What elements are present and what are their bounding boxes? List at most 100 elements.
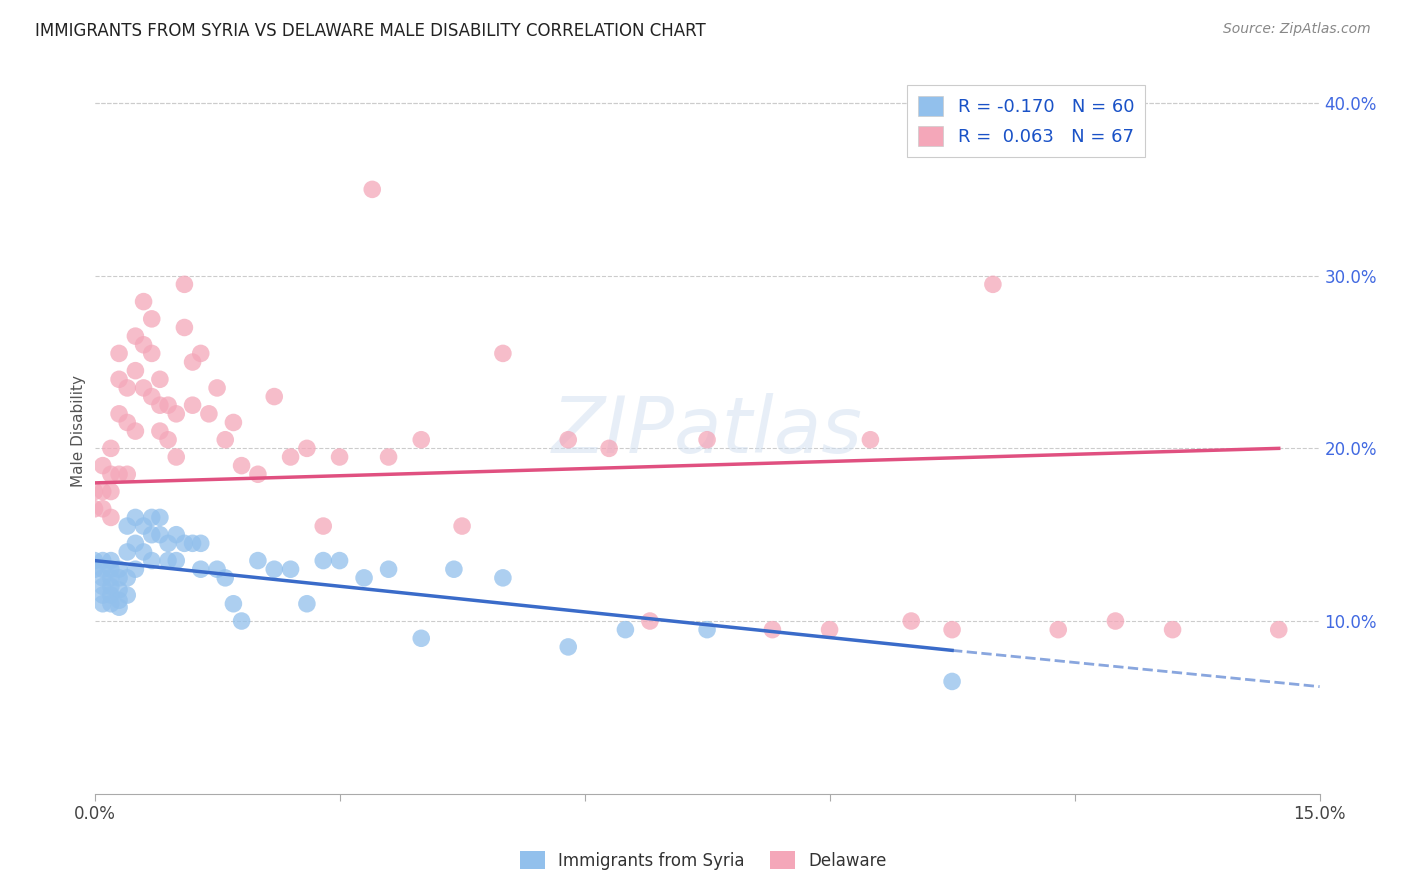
Point	[83, 501, 105, 516]
Point	[181, 355, 204, 369]
Point	[100, 510, 122, 524]
Point	[205, 562, 228, 576]
Point	[108, 467, 131, 482]
Point	[190, 536, 212, 550]
Point	[132, 294, 155, 309]
Point	[149, 398, 172, 412]
Point	[443, 562, 465, 576]
Point	[614, 623, 637, 637]
Point	[280, 450, 302, 464]
Point	[859, 433, 882, 447]
Point	[115, 416, 138, 430]
Point	[108, 571, 131, 585]
Point	[165, 553, 187, 567]
Point	[83, 484, 105, 499]
Point	[157, 553, 180, 567]
Point	[100, 571, 122, 585]
Point	[83, 553, 105, 567]
Point	[141, 510, 163, 524]
Point	[557, 433, 579, 447]
Point	[115, 381, 138, 395]
Point	[761, 623, 783, 637]
Point	[222, 597, 245, 611]
Point	[411, 632, 433, 646]
Point	[115, 571, 138, 585]
Point	[91, 484, 114, 499]
Point	[91, 458, 114, 473]
Point	[100, 597, 122, 611]
Point	[165, 407, 187, 421]
Point	[157, 433, 180, 447]
Point	[173, 536, 195, 550]
Point	[981, 277, 1004, 292]
Point	[132, 545, 155, 559]
Point	[181, 398, 204, 412]
Point	[263, 390, 285, 404]
Point	[141, 527, 163, 541]
Point	[222, 416, 245, 430]
Point	[108, 407, 131, 421]
Point	[91, 579, 114, 593]
Point	[100, 442, 122, 456]
Point	[941, 674, 963, 689]
Point	[557, 640, 579, 654]
Point	[1161, 623, 1184, 637]
Point	[173, 320, 195, 334]
Point	[100, 562, 122, 576]
Point	[165, 527, 187, 541]
Point	[696, 433, 718, 447]
Point	[91, 553, 114, 567]
Point	[132, 338, 155, 352]
Point	[157, 536, 180, 550]
Point	[263, 562, 285, 576]
Point	[115, 545, 138, 559]
Point	[124, 510, 146, 524]
Point	[900, 614, 922, 628]
Point	[312, 553, 335, 567]
Point	[132, 519, 155, 533]
Text: Source: ZipAtlas.com: Source: ZipAtlas.com	[1223, 22, 1371, 37]
Point	[246, 553, 269, 567]
Point	[132, 381, 155, 395]
Text: ZIPatlas: ZIPatlas	[551, 393, 862, 469]
Point	[124, 329, 146, 343]
Point	[181, 536, 204, 550]
Point	[190, 562, 212, 576]
Point	[100, 484, 122, 499]
Y-axis label: Male Disability: Male Disability	[72, 376, 86, 487]
Point	[214, 433, 236, 447]
Point	[100, 579, 122, 593]
Point	[312, 519, 335, 533]
Point	[91, 501, 114, 516]
Point	[1047, 623, 1070, 637]
Point	[141, 311, 163, 326]
Point	[91, 571, 114, 585]
Point	[149, 372, 172, 386]
Point	[124, 536, 146, 550]
Point	[141, 346, 163, 360]
Point	[149, 527, 172, 541]
Point	[115, 467, 138, 482]
Point	[108, 372, 131, 386]
Point	[492, 571, 515, 585]
Point	[124, 562, 146, 576]
Point	[108, 582, 131, 597]
Point	[124, 424, 146, 438]
Point	[353, 571, 375, 585]
Point	[149, 510, 172, 524]
Point	[108, 600, 131, 615]
Point	[91, 597, 114, 611]
Point	[361, 182, 384, 196]
Point	[100, 588, 122, 602]
Point	[638, 614, 661, 628]
Point	[115, 588, 138, 602]
Point	[411, 433, 433, 447]
Point	[329, 553, 352, 567]
Point	[231, 458, 253, 473]
Point	[141, 390, 163, 404]
Point	[100, 467, 122, 482]
Point	[377, 450, 399, 464]
Point	[1267, 623, 1289, 637]
Point	[295, 597, 318, 611]
Point	[1104, 614, 1126, 628]
